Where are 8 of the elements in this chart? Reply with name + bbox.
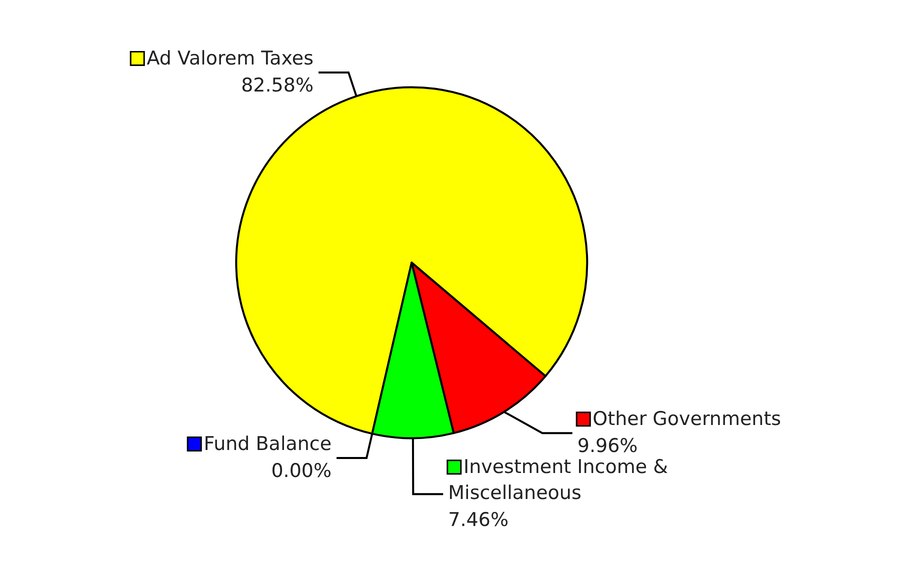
legend-label: Other Governments bbox=[592, 408, 782, 430]
legend-label: Investment Income & Miscellaneous bbox=[448, 456, 668, 504]
legend-label: Fund Balance bbox=[204, 433, 332, 456]
data-label: 7.46% bbox=[448, 509, 509, 532]
text: 0.00% bbox=[271, 460, 332, 482]
data-label: 9.96% bbox=[577, 435, 638, 458]
data-label: 82.58% bbox=[241, 74, 314, 96]
legend-label: Ad Valorem Taxes bbox=[146, 47, 314, 70]
